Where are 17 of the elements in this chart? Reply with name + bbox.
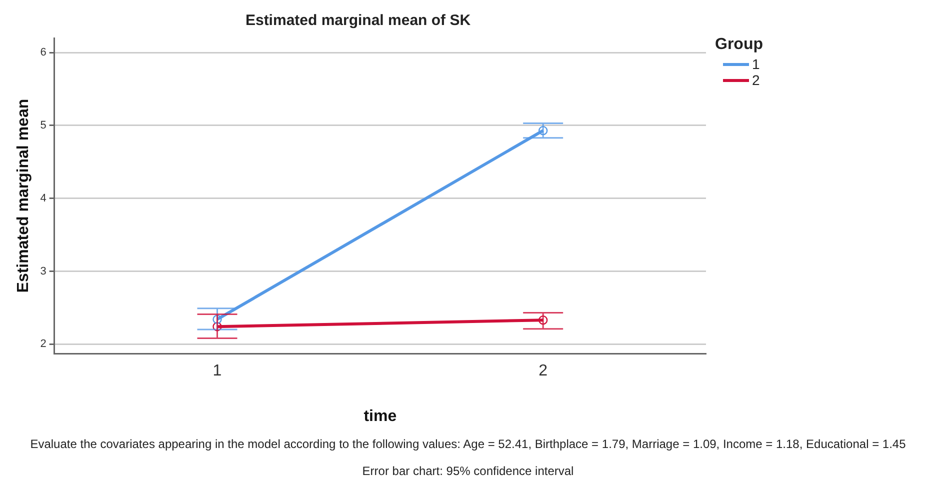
legend-title: Group <box>715 36 763 54</box>
chart-title: Estimated marginal mean of SK <box>245 12 471 30</box>
point <box>538 315 548 325</box>
y-axis-title: Estimated marginal mean <box>15 98 32 293</box>
y-tick-label: 6 <box>40 46 46 59</box>
y-tick-label: 4 <box>40 192 46 204</box>
text: Error bar chart: 95% confidence interval <box>361 464 575 478</box>
x-axis-title: time <box>364 408 397 425</box>
point <box>212 314 222 324</box>
point <box>538 126 548 136</box>
legend-label: 1 <box>752 56 760 72</box>
text: Evaluate the covariates appearing in the model according to the following values: Age = 52.41, Birthplace = 1.79, Marriage = 1.09, Income = 1.18, Educational = 1.45 <box>29 437 907 451</box>
y-tick-label: 5 <box>40 119 46 132</box>
y-tick-label: 2 <box>40 338 46 350</box>
legend-label: 2 <box>752 72 760 88</box>
point <box>212 322 222 332</box>
y-tick-label: 3 <box>40 265 46 278</box>
